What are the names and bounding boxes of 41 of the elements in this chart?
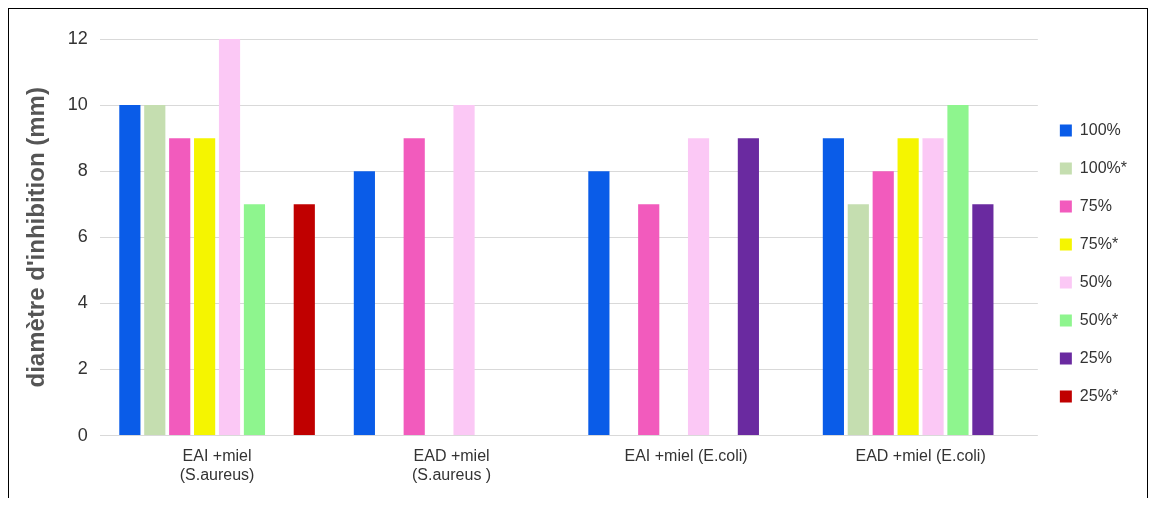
x-tick-label: EAI +miel (S.aureus) bbox=[179, 446, 255, 483]
bar bbox=[972, 204, 994, 436]
bar bbox=[687, 138, 710, 436]
y-tick-label: 12 bbox=[67, 27, 88, 48]
x-tick-label: EAD +miel (S.aureus ) bbox=[412, 446, 492, 483]
x-tick-label: EAI +miel (E.coli) bbox=[624, 446, 748, 464]
y-tick-label: 8 bbox=[77, 160, 88, 181]
y-tick-label: 2 bbox=[77, 358, 88, 379]
bar bbox=[243, 204, 266, 436]
legend-label: 100%* bbox=[1079, 158, 1128, 176]
bar bbox=[737, 138, 759, 436]
legend-label: 25% bbox=[1079, 348, 1112, 366]
y-tick-label: 10 bbox=[67, 94, 88, 115]
legend-label: 25%* bbox=[1079, 386, 1119, 404]
bar bbox=[897, 138, 919, 436]
bar bbox=[947, 105, 969, 436]
bar bbox=[847, 204, 869, 436]
legend-label: 50%* bbox=[1079, 310, 1119, 328]
bar bbox=[822, 138, 844, 436]
legend-label: 75%* bbox=[1079, 234, 1119, 252]
bar bbox=[403, 138, 425, 436]
legend-label: 100% bbox=[1079, 120, 1121, 138]
bar bbox=[872, 171, 894, 436]
bar bbox=[194, 138, 216, 436]
y-tick-label: 0 bbox=[77, 424, 88, 445]
bar bbox=[144, 105, 166, 436]
bar bbox=[293, 204, 315, 436]
y-axis-title: diamètre d'inhibition (mm) bbox=[22, 87, 50, 388]
legend-label: 50% bbox=[1079, 272, 1112, 290]
legend-label: 75% bbox=[1079, 196, 1112, 214]
y-tick-label: 6 bbox=[77, 226, 88, 247]
y-tick-label: 4 bbox=[77, 292, 88, 313]
bar bbox=[218, 39, 241, 436]
x-tick-label: EAD +miel (E.coli) bbox=[855, 446, 986, 464]
bar bbox=[588, 171, 610, 436]
bar bbox=[119, 105, 141, 436]
bar bbox=[453, 105, 475, 436]
bar bbox=[638, 204, 660, 436]
bar bbox=[169, 138, 191, 436]
bar bbox=[353, 171, 375, 436]
bar bbox=[922, 138, 944, 436]
